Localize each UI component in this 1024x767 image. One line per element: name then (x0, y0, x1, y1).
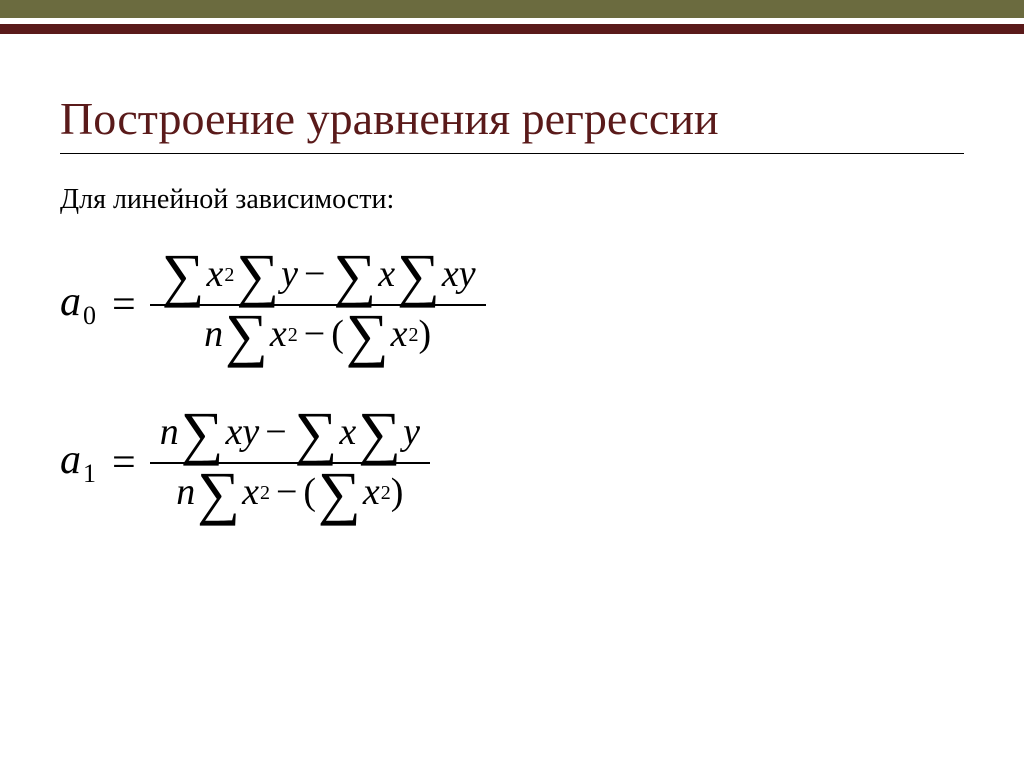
sum-body: x (270, 312, 287, 358)
sum-body: y (281, 252, 298, 298)
exponent: 2 (409, 323, 419, 347)
sigma-icon: ∑ (181, 406, 224, 460)
eq-a0-numerator: ∑ x2∑ y−∑ x∑ xy (150, 246, 486, 304)
eq-a1-denominator: n∑ x2−(∑ x2) (166, 464, 413, 522)
sigma-icon: ∑ (346, 308, 389, 362)
sigma-icon: ∑ (225, 308, 268, 362)
sigma-icon: ∑ (333, 248, 376, 302)
slide-content: Построение уравнения регрессии Для линей… (0, 34, 1024, 522)
title-underline (60, 153, 964, 154)
sum-body: x (391, 312, 408, 358)
bar-maroon (0, 24, 1024, 34)
minus-sign: − (276, 470, 297, 516)
right-paren: ) (391, 470, 404, 516)
eq-a1-var: a (60, 437, 81, 483)
eq-a0-sub: 0 (83, 301, 96, 330)
minus-sign: − (304, 312, 325, 358)
plain-term: n (176, 470, 195, 516)
top-decorative-bars (0, 0, 1024, 34)
eq-a0-denominator: n∑ x2−(∑ x2) (194, 306, 441, 364)
sigma-icon: ∑ (318, 466, 361, 520)
sigma-icon: ∑ (162, 248, 205, 302)
plain-term: n (160, 410, 179, 456)
eq-a1-lhs: a1 (60, 436, 96, 489)
eq-a0-lhs: a0 (60, 278, 96, 331)
equals-sign: = (112, 281, 136, 329)
minus-sign: − (265, 410, 286, 456)
sum-body: x (363, 470, 380, 516)
slide-subtitle: Для линейной зависимости: (60, 184, 964, 216)
exponent: 2 (381, 481, 391, 505)
equations-block: a0 = ∑ x2∑ y−∑ x∑ xy n∑ x2−(∑ x2) a1 = n… (60, 246, 964, 522)
sigma-icon: ∑ (397, 248, 440, 302)
plain-term: n (204, 312, 223, 358)
exponent: 2 (260, 481, 270, 505)
eq-a1-numerator: n∑ xy−∑ x∑ y (150, 404, 430, 462)
bar-olive (0, 0, 1024, 18)
sigma-icon: ∑ (236, 248, 279, 302)
left-paren: ( (303, 470, 316, 516)
right-paren: ) (419, 312, 432, 358)
sigma-icon: ∑ (358, 406, 401, 460)
sigma-icon: ∑ (197, 466, 240, 520)
sum-body: x (339, 410, 356, 456)
sum-body: x (206, 252, 223, 298)
sum-body: x (242, 470, 259, 516)
eq-a1-fraction: n∑ xy−∑ x∑ y n∑ x2−(∑ x2) (150, 404, 430, 522)
left-paren: ( (331, 312, 344, 358)
exponent: 2 (224, 263, 234, 287)
slide-title: Построение уравнения регрессии (60, 94, 964, 145)
equals-sign: = (112, 439, 136, 487)
eq-a0-var: a (60, 279, 81, 325)
minus-sign: − (304, 252, 325, 298)
equation-a0: a0 = ∑ x2∑ y−∑ x∑ xy n∑ x2−(∑ x2) (60, 246, 964, 364)
eq-a0-fraction: ∑ x2∑ y−∑ x∑ xy n∑ x2−(∑ x2) (150, 246, 486, 364)
equation-a1: a1 = n∑ xy−∑ x∑ y n∑ x2−(∑ x2) (60, 404, 964, 522)
sum-body: x (378, 252, 395, 298)
eq-a1-sub: 1 (83, 459, 96, 488)
sum-body: xy (442, 252, 476, 298)
sum-body: xy (225, 410, 259, 456)
sum-body: y (403, 410, 420, 456)
exponent: 2 (288, 323, 298, 347)
sigma-icon: ∑ (295, 406, 338, 460)
